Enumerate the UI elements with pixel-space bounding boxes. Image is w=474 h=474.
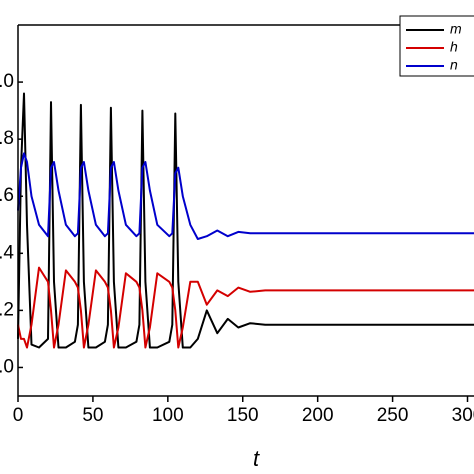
x-tick-label: 200 — [302, 405, 334, 426]
y-tick-label: 0.2 — [0, 299, 14, 320]
y-tick-label: 0.0 — [0, 356, 14, 377]
y-tick-label: 1.0 — [0, 71, 14, 92]
x-axis-label: t — [253, 446, 260, 471]
series-line — [17, 266, 474, 349]
x-tick-label: 50 — [82, 405, 103, 426]
legend-label: m — [450, 21, 462, 37]
x-tick-label: 250 — [377, 405, 409, 426]
legend-label: h — [450, 39, 458, 55]
x-tick-label: 300 — [452, 405, 474, 426]
x-tick-label: 0 — [13, 405, 24, 426]
legend-label: n — [450, 57, 458, 73]
series-line — [17, 152, 474, 240]
series-line — [17, 92, 474, 349]
y-tick-label: 0.8 — [0, 128, 14, 149]
x-tick-label: 100 — [152, 405, 184, 426]
x-tick-label: 150 — [227, 405, 259, 426]
y-tick-label: 0.4 — [0, 242, 14, 263]
y-tick-label: 0.6 — [0, 185, 14, 206]
